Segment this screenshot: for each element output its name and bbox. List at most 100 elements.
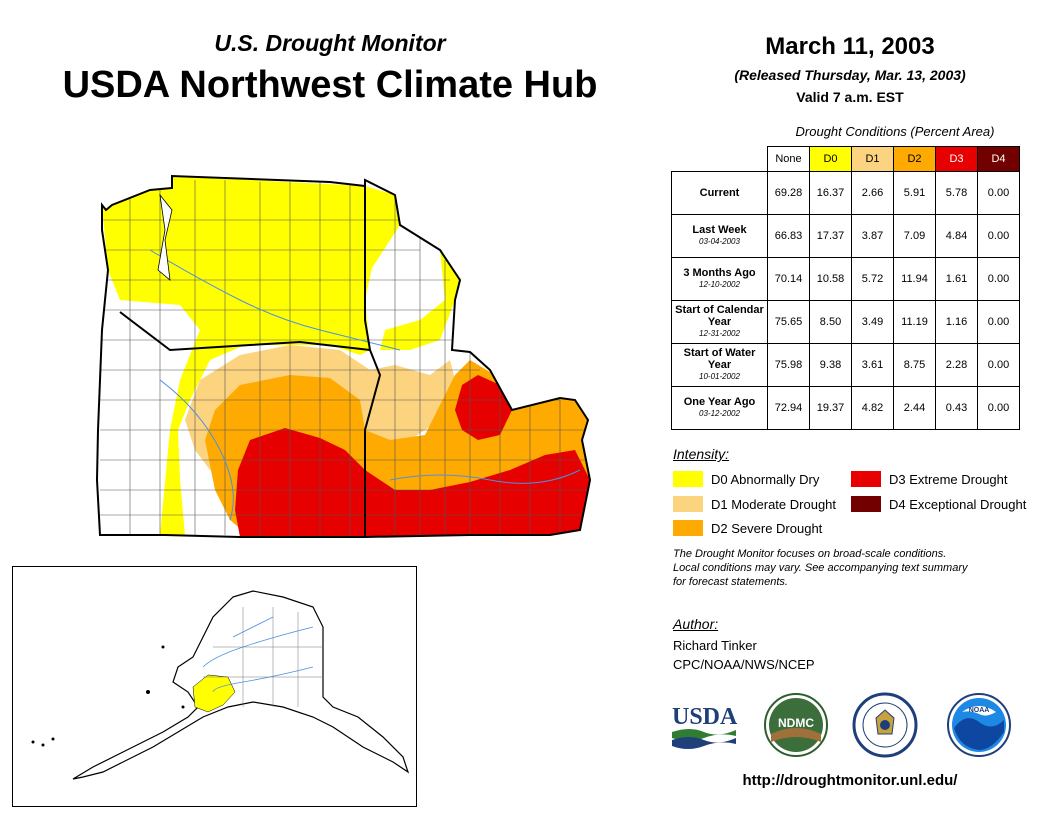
row-label: Start of Calendar Year (675, 304, 764, 328)
cell-value: 8.50 (809, 300, 852, 344)
cell-value: 66.83 (767, 214, 810, 258)
legend-item-d4: D4 Exceptional Drought (851, 496, 1026, 512)
cell-value: 19.37 (809, 386, 852, 430)
table-row: Start of Calendar Year 12-31-2002 75.65 8… (671, 300, 1020, 344)
d3-area (235, 428, 590, 537)
cell-value: 1.61 (935, 257, 978, 301)
cell-value: 75.65 (767, 300, 810, 344)
legend-swatch (851, 496, 881, 512)
legend-item-d3: D3 Extreme Drought (851, 471, 1008, 487)
legend-title: Intensity: (673, 446, 730, 462)
table-header-row: None D0 D1 D2 D3 D4 (672, 146, 1020, 172)
table-row: Current 69.28 16.37 2.66 5.91 5.78 0.00 (671, 171, 1020, 215)
cell-value: 11.94 (893, 257, 936, 301)
legend-swatch (851, 471, 881, 487)
alaska-borough-lines (203, 607, 323, 707)
cell-value: 11.19 (893, 300, 936, 344)
map-date: March 11, 2003 (765, 33, 935, 60)
table-row: Start of Water Year 10-01-2002 75.98 9.38… (671, 343, 1020, 387)
map-subtitle: U.S. Drought Monitor (214, 30, 446, 56)
table-row: One Year Ago 03-12-2002 72.94 19.37 4.82 … (671, 386, 1020, 430)
col-d0: D0 (809, 146, 852, 172)
row-label: Start of Water Year (683, 347, 756, 371)
col-none: None (767, 146, 810, 172)
table-row: 3 Months Ago 12-10-2002 70.14 10.58 5.72 … (671, 257, 1020, 301)
svg-text:NDMC: NDMC (778, 716, 814, 730)
cell-value: 69.28 (767, 171, 810, 215)
cell-value: 4.84 (935, 214, 978, 258)
cell-value: 4.82 (851, 386, 894, 430)
cell-value: 2.28 (935, 343, 978, 387)
release-date: (Released Thursday, Mar. 13, 2003) (734, 67, 966, 83)
cell-value: 5.91 (893, 171, 936, 215)
aleutian-islands (31, 645, 185, 747)
d0-area-east (380, 250, 460, 350)
col-d2: D2 (893, 146, 936, 172)
legend-swatch (673, 471, 703, 487)
row-label: One Year Ago (683, 396, 756, 408)
cell-value: 0.00 (977, 171, 1020, 215)
legend-label: D1 Moderate Drought (711, 496, 837, 512)
legend-label: D2 Severe Drought (711, 520, 823, 536)
cell-value: 0.00 (977, 214, 1020, 258)
cell-value: 3.61 (851, 343, 894, 387)
alaska-d0-area (192, 674, 236, 713)
col-d1: D1 (851, 146, 894, 172)
valid-time: Valid 7 a.m. EST (796, 89, 904, 105)
row-date: 12-31-2002 (699, 329, 740, 338)
alaska-map (31, 590, 410, 780)
legend-label: D4 Exceptional Drought (889, 496, 1027, 512)
cell-value: 10.58 (809, 257, 852, 301)
alaska-inset (12, 566, 417, 807)
legend-item-d1: D1 Moderate Drought (673, 496, 836, 512)
author-org: CPC/NOAA/NWS/NCEP (673, 657, 815, 672)
cell-value: 2.66 (851, 171, 894, 215)
source-url[interactable]: http://droughtmonitor.unl.edu/ (742, 772, 958, 789)
cell-value: 1.16 (935, 300, 978, 344)
cell-value: 3.87 (851, 214, 894, 258)
note-line: for forecast statements. (673, 576, 788, 588)
region-outline (95, 174, 592, 538)
cell-value: 9.38 (809, 343, 852, 387)
d3-area-north (455, 375, 512, 440)
alaska-outline (72, 590, 410, 780)
row-date: 12-10-2002 (699, 280, 740, 289)
author-heading: Author: (673, 616, 719, 632)
river-lines (149, 249, 581, 521)
table-row: Last Week 03-04-2003 66.83 17.37 3.87 7.0… (671, 214, 1020, 258)
row-label: 3 Months Ago (683, 267, 756, 279)
table-caption: Drought Conditions (Percent Area) (795, 124, 995, 139)
svg-text:USDA: USDA (672, 704, 738, 730)
disclaimer-note: The Drought Monitor focuses on broad-sca… (673, 547, 1033, 589)
commerce-seal-logo (852, 692, 918, 758)
cell-value: 72.94 (767, 386, 810, 430)
cell-value: 0.00 (977, 257, 1020, 301)
drought-conditions-table: None D0 D1 D2 D3 D4 Current 69.28 16.37 … (671, 146, 1020, 430)
legend-item-d2: D2 Severe Drought (673, 520, 822, 536)
usda-logo: USDA (672, 704, 738, 749)
cell-value: 0.00 (977, 300, 1020, 344)
row-label: Last Week (692, 224, 747, 236)
county-lines (100, 180, 590, 537)
cell-value: 3.49 (851, 300, 894, 344)
cell-value: 0.43 (935, 386, 978, 430)
svg-text:NOAA: NOAA (969, 707, 990, 714)
cell-value: 5.78 (935, 171, 978, 215)
cell-value: 7.09 (893, 214, 936, 258)
cell-value: 75.98 (767, 343, 810, 387)
row-date: 03-04-2003 (699, 237, 740, 246)
cell-value: 16.37 (809, 171, 852, 215)
legend-swatch (673, 520, 703, 536)
cell-value: 70.14 (767, 257, 810, 301)
map-title: USDA Northwest Climate Hub (62, 64, 598, 106)
legend-label: D0 Abnormally Dry (711, 471, 820, 487)
legend-label: D3 Extreme Drought (889, 471, 1008, 487)
drought-map (95, 174, 592, 538)
legend-item-d0: D0 Abnormally Dry (673, 471, 819, 487)
cell-value: 17.37 (809, 214, 852, 258)
note-line: Local conditions may vary. See accompany… (673, 562, 968, 574)
cell-value: 2.44 (893, 386, 936, 430)
cell-value: 8.75 (893, 343, 936, 387)
noaa-logo: NOAA (947, 693, 1011, 757)
row-date: 10-01-2002 (699, 372, 740, 381)
